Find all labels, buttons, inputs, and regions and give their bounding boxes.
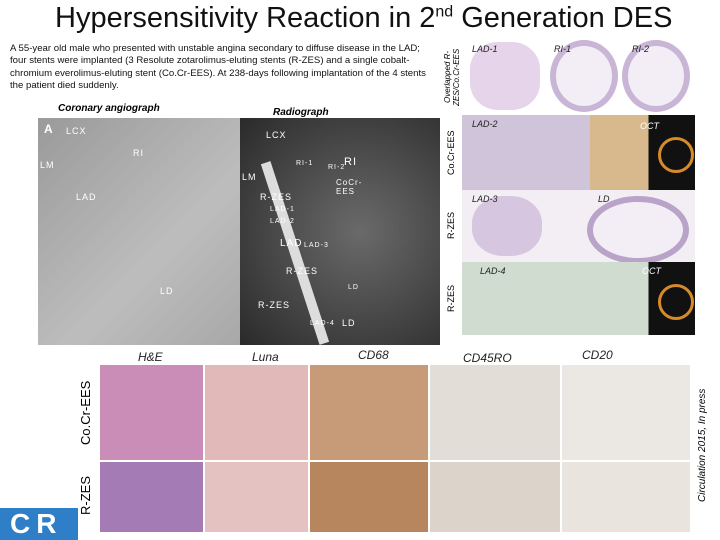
label: LAD bbox=[280, 238, 303, 249]
stain-image bbox=[205, 462, 308, 532]
label: LM bbox=[40, 160, 55, 170]
title: Hypersensitivity Reaction in 2nd Generat… bbox=[55, 2, 672, 35]
label: LD bbox=[342, 318, 356, 328]
label: RI-2 bbox=[328, 164, 346, 171]
stain-image bbox=[430, 462, 560, 532]
label: CoCr-EES bbox=[336, 178, 363, 196]
label: LAD-2 bbox=[472, 119, 498, 129]
label: R-ZES bbox=[260, 192, 292, 202]
histology-row: LAD-3 LD bbox=[462, 190, 695, 262]
title-main: Hypersensitivity Reaction in 2 bbox=[55, 2, 436, 34]
caption: Coronary angiograph bbox=[58, 103, 160, 114]
column-label: CD68 bbox=[358, 348, 389, 362]
column-label: Luna bbox=[252, 350, 279, 364]
label: LAD bbox=[76, 192, 97, 202]
label: RI-2 bbox=[632, 44, 650, 54]
stent bbox=[260, 161, 330, 345]
stain-image bbox=[100, 462, 203, 532]
histology-image bbox=[470, 42, 540, 110]
label: LAD-1 bbox=[270, 206, 295, 213]
row-label: R-ZES bbox=[446, 285, 456, 312]
stain-image bbox=[310, 365, 428, 460]
label: LCX bbox=[66, 126, 87, 136]
histology-image bbox=[622, 40, 690, 112]
row-label: R-ZES bbox=[78, 476, 93, 516]
label: OCT bbox=[640, 121, 659, 131]
case-text: A 55-year old male who presented with un… bbox=[10, 43, 426, 92]
angiograph-image: A LCX RI LM LAD LD bbox=[38, 118, 240, 345]
stain-image bbox=[430, 365, 560, 460]
oct-image bbox=[658, 137, 694, 173]
label: LAD-3 bbox=[304, 242, 329, 249]
row-label: Overlapped R-ZES/Co.Cr-EES bbox=[443, 48, 461, 106]
label: RI bbox=[133, 148, 144, 158]
histology-row: LAD-1 RI-1 RI-2 bbox=[462, 38, 695, 115]
title-sup: nd bbox=[435, 3, 454, 21]
label: R-ZES bbox=[286, 266, 318, 276]
stain-image bbox=[562, 365, 690, 460]
label: LD bbox=[598, 194, 610, 204]
row-label: R-ZES bbox=[446, 212, 456, 240]
label: LAD-2 bbox=[270, 218, 295, 225]
label: LAD-4 bbox=[310, 320, 335, 327]
label: LM bbox=[242, 172, 257, 182]
label: A bbox=[44, 122, 54, 136]
label: LAD-3 bbox=[472, 194, 498, 204]
label: LAD-1 bbox=[472, 44, 498, 54]
title-end: Generation DES bbox=[453, 2, 673, 34]
histology-row: LAD-4 OCT bbox=[462, 262, 695, 335]
histology-image bbox=[587, 196, 689, 262]
label: LD bbox=[160, 286, 174, 296]
row-label: Co.Cr-EES bbox=[78, 380, 93, 445]
stain-image bbox=[205, 365, 308, 460]
label: OCT bbox=[642, 266, 661, 276]
stain-image bbox=[100, 365, 203, 460]
caption: Radiograph bbox=[273, 107, 329, 118]
label: RI-1 bbox=[554, 44, 572, 54]
histology-row: LAD-2 OCT bbox=[462, 115, 695, 190]
citation: Circulation 2015, In press bbox=[697, 388, 708, 502]
label: LD bbox=[348, 284, 359, 291]
histology-image bbox=[550, 40, 618, 112]
label: RI-1 bbox=[296, 160, 314, 167]
histology-image bbox=[472, 196, 542, 256]
row-label: Co.Cr-EES bbox=[446, 130, 456, 175]
column-label: H&E bbox=[138, 350, 163, 364]
label: R-ZES bbox=[258, 300, 290, 310]
logo: CR bbox=[0, 508, 78, 540]
stain-image bbox=[310, 462, 428, 532]
column-label: CD20 bbox=[582, 348, 613, 362]
label: RI bbox=[344, 156, 357, 168]
label: LCX bbox=[266, 130, 287, 140]
label: LAD-4 bbox=[480, 266, 506, 276]
radiograph-image: LCX LM RI-1 RI-2 RI CoCr-EES R-ZES LAD-1… bbox=[240, 118, 440, 345]
stain-image bbox=[562, 462, 690, 532]
column-label: CD45RO bbox=[463, 351, 512, 365]
oct-image bbox=[658, 284, 694, 320]
